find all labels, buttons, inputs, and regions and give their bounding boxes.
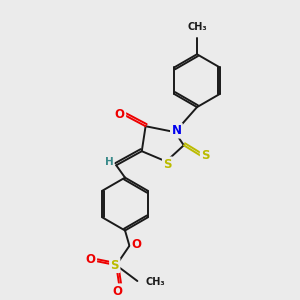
Text: S: S <box>164 158 172 171</box>
Text: H: H <box>104 158 113 167</box>
Text: S: S <box>110 259 119 272</box>
Text: CH₃: CH₃ <box>146 278 165 287</box>
Text: O: O <box>115 108 125 121</box>
Text: O: O <box>132 238 142 251</box>
Text: S: S <box>201 149 210 162</box>
Text: CH₃: CH₃ <box>187 22 207 32</box>
Text: N: N <box>171 124 182 137</box>
Text: O: O <box>113 285 123 298</box>
Text: O: O <box>86 254 96 266</box>
